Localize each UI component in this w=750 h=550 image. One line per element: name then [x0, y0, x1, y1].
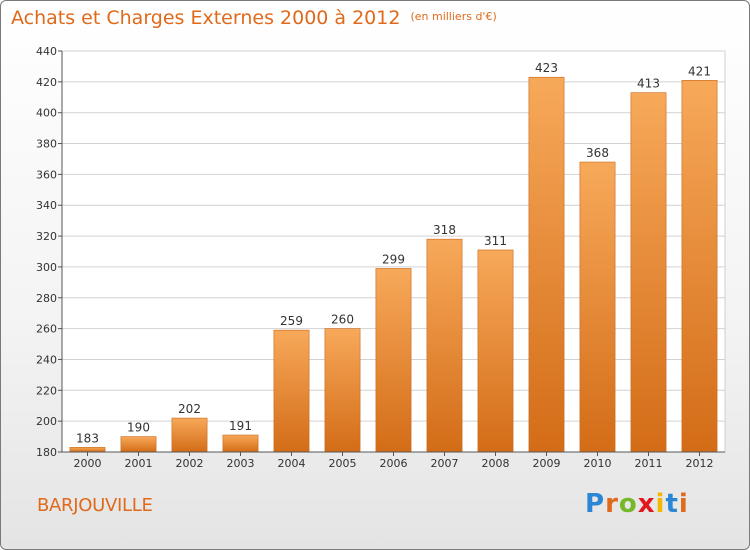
data-label-2002: 202 [178, 402, 201, 416]
commune-name: BARJOUVILLE [37, 495, 153, 516]
logo-letter: i [655, 489, 666, 519]
x-tick-label-2005: 2005 [329, 457, 357, 470]
x-tick-label-2012: 2012 [686, 457, 714, 470]
data-label-2003: 191 [229, 419, 252, 433]
y-tick-label: 320 [36, 230, 57, 243]
logo-letter: r [605, 489, 619, 519]
bar-2009 [528, 76, 565, 453]
data-label-2005: 260 [331, 313, 354, 327]
data-label-2004: 259 [280, 314, 303, 328]
logo-letter: i [678, 489, 689, 519]
data-label-2000: 183 [76, 431, 99, 445]
chart-unit: (en milliers d'€) [410, 10, 497, 23]
data-label-2009: 423 [535, 61, 558, 75]
x-tick-label-2006: 2006 [380, 457, 408, 470]
y-tick-label: 440 [36, 45, 57, 58]
y-tick-label: 420 [36, 76, 57, 89]
bar-2005 [324, 328, 361, 453]
logo-letter: t [665, 489, 679, 519]
x-tick-label-2004: 2004 [278, 457, 306, 470]
x-tick-label-2010: 2010 [584, 457, 612, 470]
x-tick-label-2007: 2007 [431, 457, 459, 470]
x-tick-label-2009: 2009 [533, 457, 561, 470]
x-tick-label-2003: 2003 [227, 457, 255, 470]
bar-layer [69, 76, 718, 453]
logo-letter: x [637, 489, 656, 519]
bar-2006 [375, 268, 412, 453]
y-tick-label: 280 [36, 292, 57, 305]
data-label-2006: 299 [382, 252, 405, 266]
data-label-2010: 368 [586, 146, 609, 160]
y-tick-label: 340 [36, 199, 57, 212]
proxiti-logo: Proxiti [585, 489, 689, 519]
data-label-2012: 421 [688, 64, 711, 78]
bar-2004 [273, 329, 310, 453]
chart-title-block: Achats et Charges Externes 2000 à 2012 (e… [11, 7, 497, 29]
x-tick-label-2001: 2001 [125, 457, 153, 470]
x-tick-label-2011: 2011 [635, 457, 663, 470]
y-tick-label: 300 [36, 261, 57, 274]
chart-title: Achats et Charges Externes 2000 à 2012 [11, 7, 401, 29]
logo-letter: P [585, 489, 606, 519]
data-label-2008: 311 [484, 234, 507, 248]
bar-2007 [426, 238, 463, 453]
y-tick-label: 200 [36, 415, 57, 428]
data-label-2011: 413 [637, 77, 660, 91]
bar-2000 [69, 447, 106, 453]
y-tick-label: 220 [36, 384, 57, 397]
x-tick-label-2002: 2002 [176, 457, 204, 470]
bar-2012 [681, 80, 718, 453]
y-tick-label: 260 [36, 323, 57, 336]
data-label-2001: 190 [127, 421, 150, 435]
y-tick-label: 180 [36, 446, 57, 459]
x-tick-label-2008: 2008 [482, 457, 510, 470]
bar-2001 [120, 436, 157, 453]
y-tick-label: 380 [36, 138, 57, 151]
bar-2010 [579, 161, 616, 453]
y-tick-label: 240 [36, 353, 57, 366]
bar-2003 [222, 434, 259, 453]
y-tick-label: 400 [36, 107, 57, 120]
bar-2008 [477, 249, 514, 453]
bar-2002 [171, 417, 208, 453]
label-layer: 183 190 202 191 259 260 299 318 311 423 368 413 421 [76, 61, 711, 445]
data-label-2007: 318 [433, 223, 456, 237]
y-tick-label: 360 [36, 168, 57, 181]
logo-letter: o [618, 489, 638, 519]
x-tick-label-2000: 2000 [74, 457, 102, 470]
axis-layer: 180 200 220 240 260 280 300 320 340 360 380 400 420 4… [36, 45, 725, 470]
bar-2011 [630, 92, 667, 453]
